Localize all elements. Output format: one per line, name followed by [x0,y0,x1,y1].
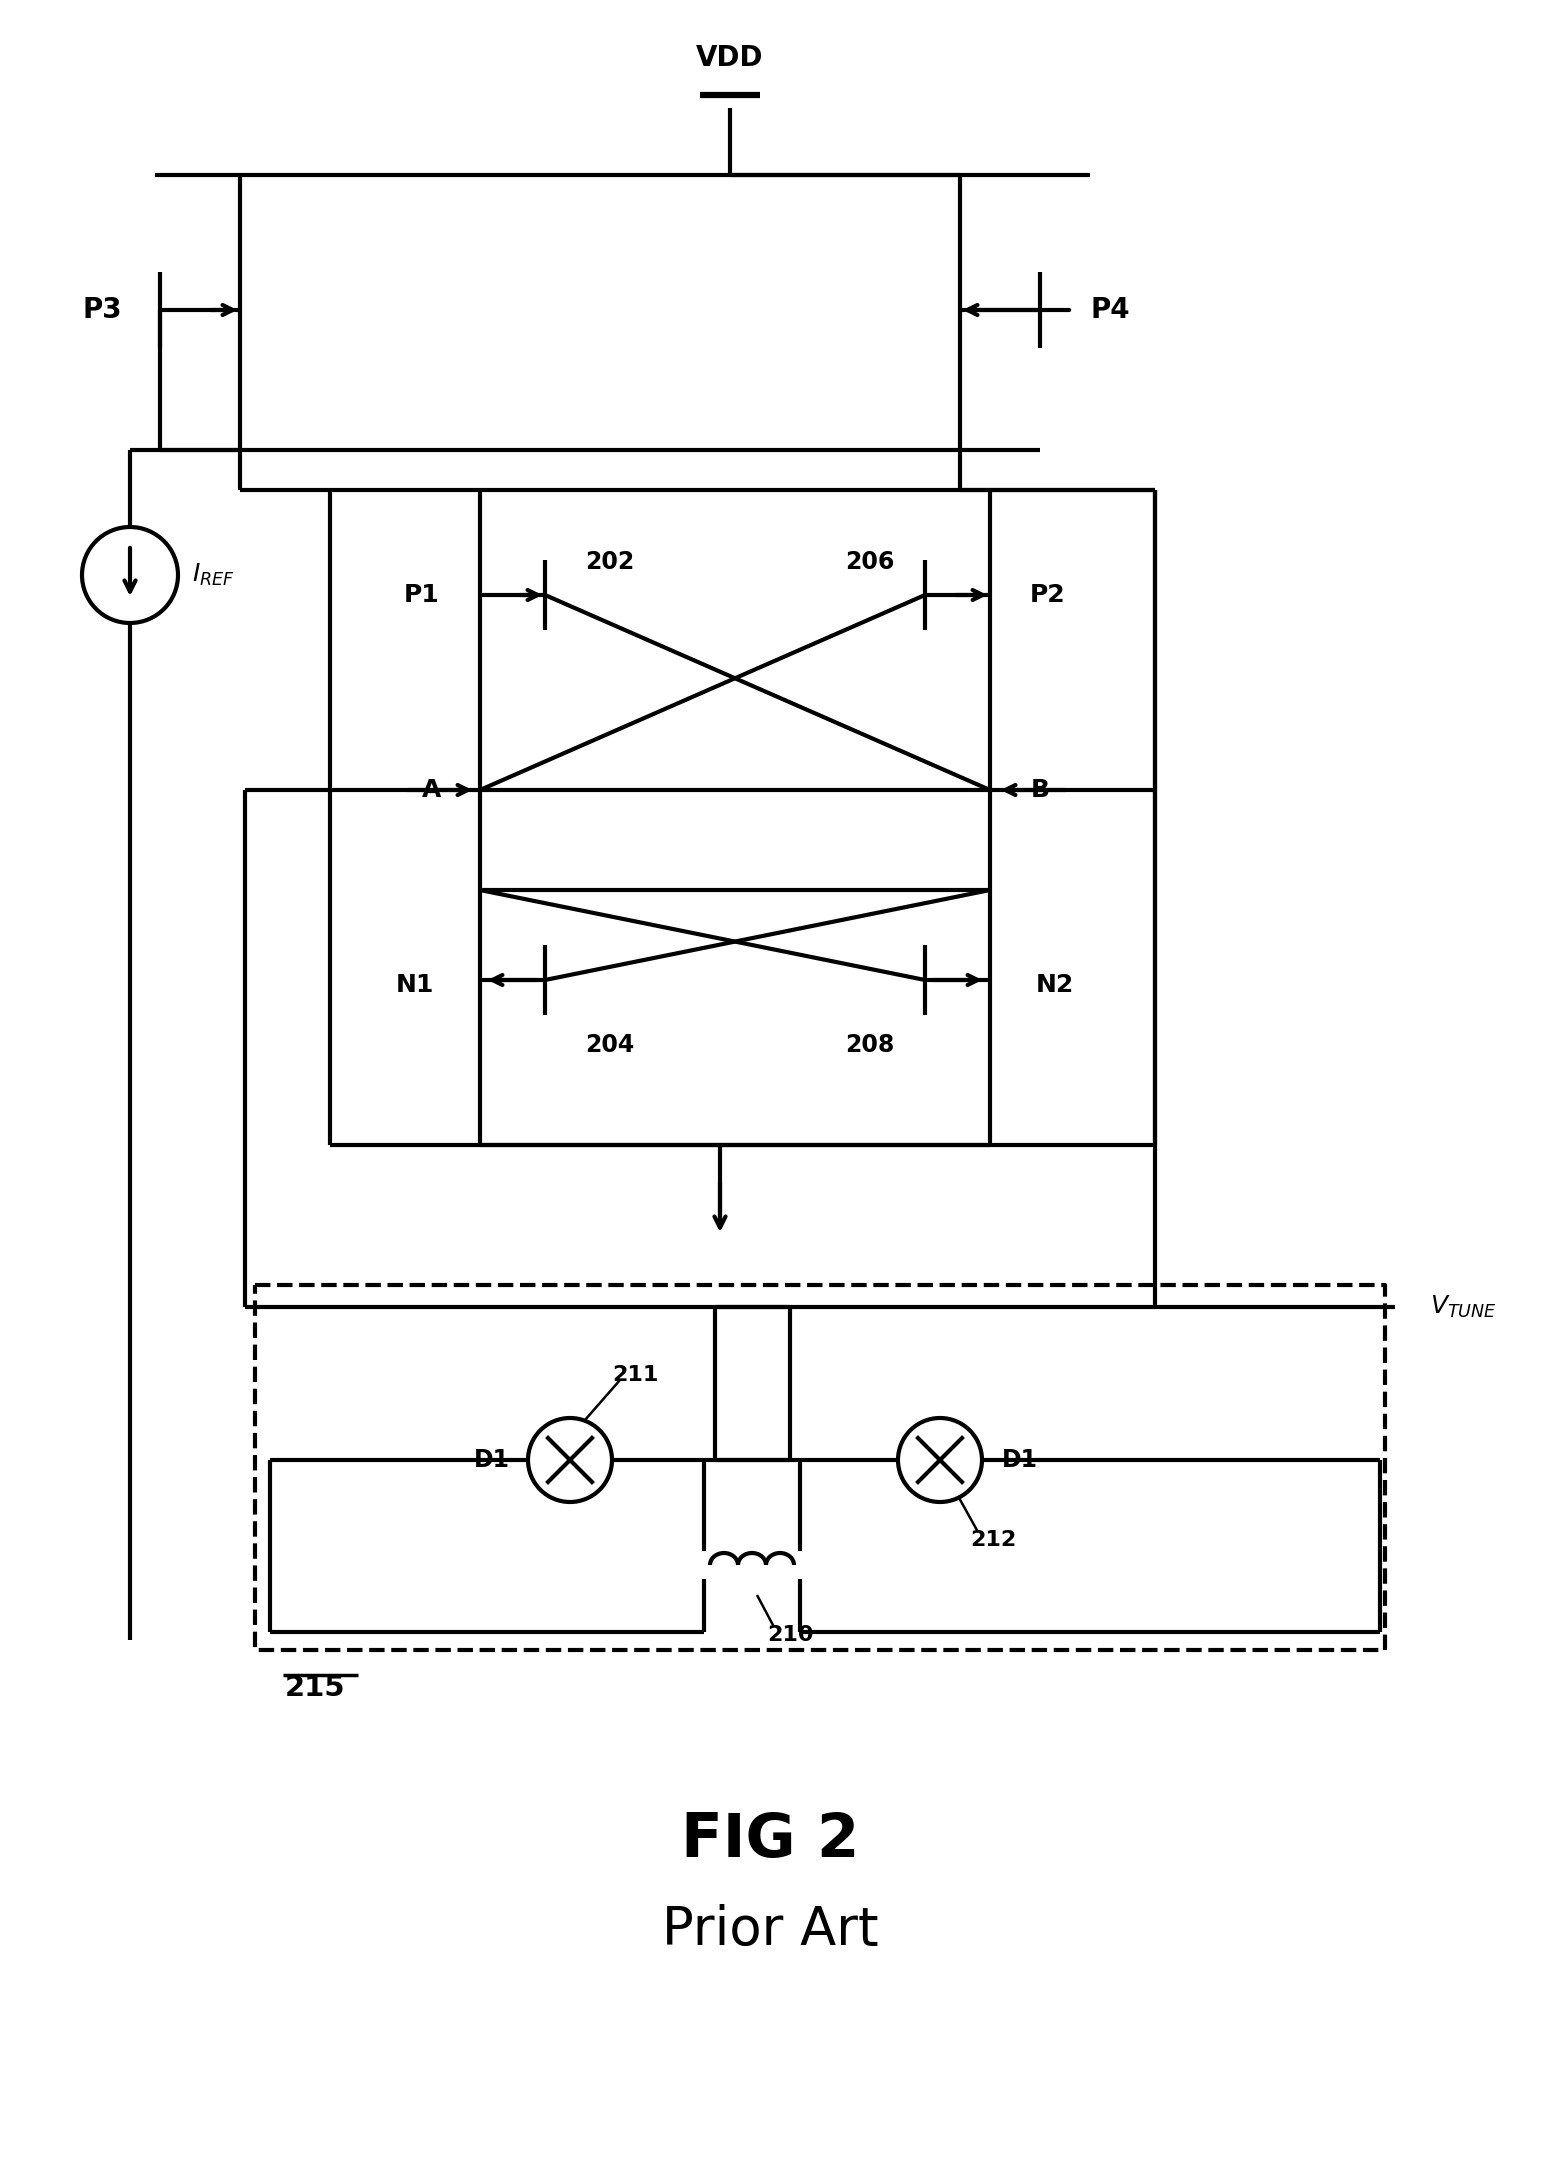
Text: P3: P3 [82,296,122,325]
Text: Prior Art: Prior Art [662,1903,878,1955]
Text: D1: D1 [474,1448,511,1472]
Text: P2: P2 [1031,582,1066,606]
Text: 212: 212 [971,1530,1017,1550]
Text: N2: N2 [1035,972,1074,996]
Text: VDD: VDD [696,44,764,72]
Text: 208: 208 [846,1033,895,1057]
Text: $I_{REF}$: $I_{REF}$ [191,562,235,589]
Text: $V_{TUNE}$: $V_{TUNE}$ [1430,1295,1497,1321]
Text: N1: N1 [397,972,434,996]
Text: P4: P4 [1091,296,1129,325]
Text: FIG 2: FIG 2 [680,1812,859,1870]
Text: 204: 204 [585,1033,634,1057]
Text: 206: 206 [846,549,895,573]
Text: B: B [1031,778,1049,802]
Text: A: A [423,778,441,802]
Text: 210: 210 [767,1624,813,1646]
Text: 215: 215 [285,1674,346,1703]
Text: P1: P1 [404,582,440,606]
Text: D1: D1 [1001,1448,1038,1472]
Text: 211: 211 [613,1365,659,1384]
Text: 202: 202 [585,549,634,573]
